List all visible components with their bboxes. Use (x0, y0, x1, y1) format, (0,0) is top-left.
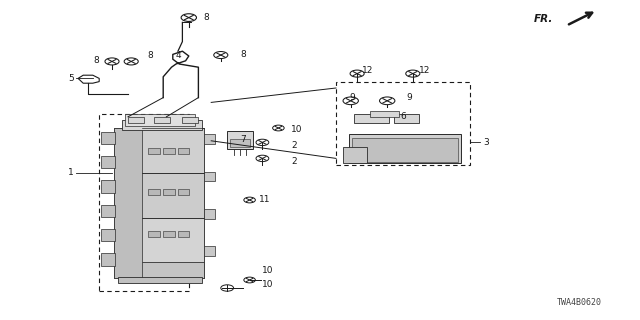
Text: 10: 10 (291, 125, 303, 134)
Bar (114, 128, 143, 278)
Text: 3: 3 (483, 138, 489, 147)
Bar (154, 117, 170, 123)
Bar (101, 229, 115, 241)
Bar (354, 114, 389, 123)
Text: 11: 11 (259, 196, 271, 204)
Text: 4: 4 (176, 52, 182, 60)
Bar (336, 82, 470, 165)
Bar (227, 131, 253, 149)
Bar (204, 172, 215, 181)
Bar (163, 231, 175, 237)
Text: 2: 2 (291, 157, 297, 166)
Bar (128, 117, 144, 123)
Bar (125, 114, 195, 126)
Bar (370, 111, 399, 117)
Bar (101, 156, 115, 168)
Text: 8: 8 (93, 56, 99, 65)
Bar (178, 189, 189, 195)
Bar (343, 147, 367, 163)
Text: 8: 8 (148, 52, 154, 60)
Bar (101, 180, 115, 193)
Text: 10: 10 (262, 280, 274, 289)
Text: 6: 6 (400, 112, 406, 121)
Text: 5: 5 (68, 74, 74, 83)
Text: 8: 8 (240, 50, 246, 59)
Text: 9: 9 (406, 93, 412, 102)
Bar (394, 114, 419, 123)
Text: 2: 2 (291, 141, 297, 150)
Bar (142, 173, 204, 218)
Bar (204, 134, 215, 144)
Text: FR.: FR. (534, 14, 554, 24)
Bar (182, 117, 198, 123)
Bar (142, 218, 204, 262)
Bar (101, 253, 115, 266)
Bar (163, 189, 175, 195)
Text: TWA4B0620: TWA4B0620 (557, 298, 602, 307)
Bar (148, 189, 160, 195)
Text: 7: 7 (240, 135, 246, 144)
Bar (349, 134, 461, 163)
Bar (142, 128, 204, 173)
Bar (114, 128, 204, 278)
Text: 10: 10 (262, 266, 274, 275)
Bar (148, 231, 160, 237)
Bar (118, 277, 202, 283)
Bar (101, 205, 115, 217)
Bar (178, 148, 189, 154)
Text: 8: 8 (204, 13, 209, 22)
Bar (204, 209, 215, 219)
Bar (163, 148, 175, 154)
Bar (142, 262, 204, 278)
Bar (352, 138, 458, 162)
Bar (178, 231, 189, 237)
Bar (230, 139, 250, 147)
Bar (99, 114, 189, 291)
Bar (122, 120, 202, 130)
Text: 12: 12 (362, 66, 373, 75)
Text: 12: 12 (419, 66, 431, 75)
Bar (204, 246, 215, 256)
Bar (148, 148, 160, 154)
Text: 1: 1 (68, 168, 74, 177)
Text: 9: 9 (349, 93, 355, 102)
Bar (101, 132, 115, 144)
